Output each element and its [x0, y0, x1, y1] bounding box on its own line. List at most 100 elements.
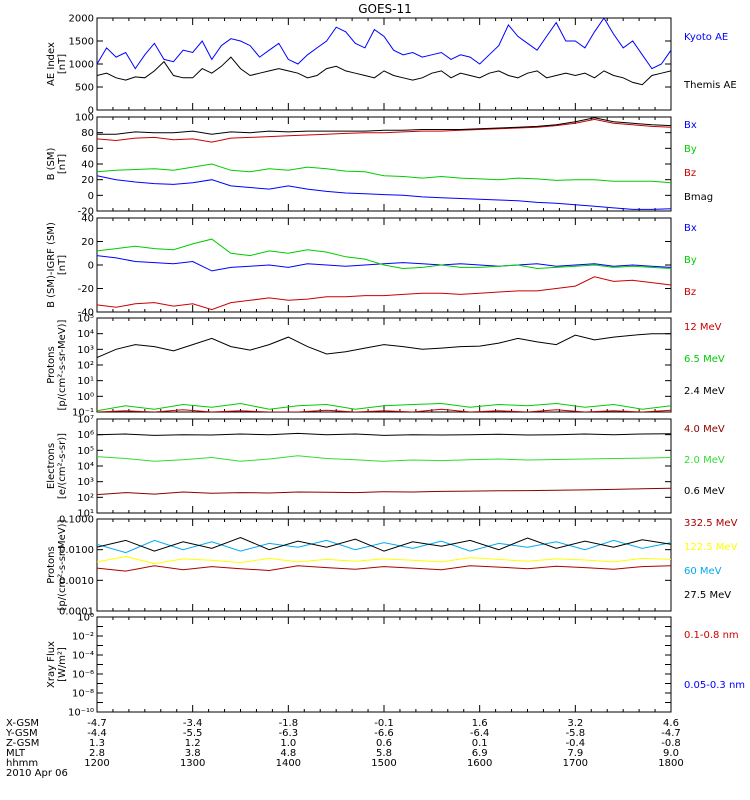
series-line-27-5-mev [97, 536, 671, 552]
y-tick-label: 10³ [77, 345, 94, 356]
ephemeris-row-label: hhmm [6, 758, 38, 769]
series-line-2-4-mev [97, 333, 671, 358]
legend-entry: By [684, 255, 697, 266]
legend-entry: 2.0 MeV [684, 455, 725, 466]
y-axis-label: [p/(cm²-s-sr-MeV)] [57, 319, 68, 410]
ephemeris-value: 3.8 [185, 748, 201, 759]
y-tick-label: 20 [81, 175, 94, 186]
y-axis-label: [nT] [57, 54, 68, 74]
legend-entry: 12 MeV [684, 322, 722, 333]
ephemeris-value: 5.8 [376, 748, 392, 759]
series-line-by [97, 163, 671, 184]
y-tick-label: 10⁻¹ [72, 408, 94, 419]
legend-entry: Bz [684, 168, 696, 179]
series-line-2-0-mev [97, 455, 671, 462]
ephemeris-value: 9.0 [663, 748, 679, 759]
plot-frame [96, 518, 672, 612]
panel-protons-low: 10⁻¹ 10⁰ 10¹ 10² 10³ 10⁴ 10⁵ Protons [p/(cm²-s-s… [46, 314, 725, 419]
ephemeris-value: 1700 [563, 758, 588, 769]
y-tick-label: 10⁶ [77, 430, 94, 441]
plot-frame [96, 116, 672, 212]
ephemeris-value: 0.1 [472, 738, 488, 749]
y-tick-label: 1000 [69, 60, 94, 71]
y-axis-label: Electrons [46, 443, 57, 489]
y-axis-label: [p/(cm²-s-sr-MeV)] [57, 519, 68, 610]
y-axis-label: B (SM)-IGRF (SM) [46, 222, 57, 308]
y-tick-label: 0 [88, 191, 94, 202]
legend-entry: 0.1-0.8 nm [684, 630, 739, 641]
plot-frame [96, 317, 672, 413]
ephemeris-row-label: Y-GSM [5, 728, 38, 739]
series-line-4-0-mev [97, 487, 671, 496]
panel-bdiff: -40 -20 0 20 40 B (SM)-IGRF (SM) [nT] Bx By Bz [46, 214, 697, 319]
series-line-bz [97, 276, 671, 311]
y-tick-label: 0.1000 [59, 515, 94, 526]
y-tick-label: 20 [81, 237, 94, 248]
y-axis-label: Protons [46, 546, 57, 583]
y-tick-label: 10⁴ [77, 329, 94, 340]
ephemeris-value: -5.5 [183, 728, 203, 739]
ephemeris-value: 1.3 [89, 738, 105, 749]
plot-frame [96, 616, 672, 713]
y-tick-label: -40 [78, 308, 94, 319]
y-tick-label: 10⁰ [77, 392, 94, 403]
legend-entry: Bx [684, 223, 697, 234]
legend-entry: 6.5 MeV [684, 354, 725, 365]
legend-entry: Bmag [684, 192, 713, 203]
y-tick-label: -20 [78, 284, 94, 295]
legend-entry: 27.5 MeV [684, 590, 731, 601]
legend-entry: 2.4 MeV [684, 386, 725, 397]
y-tick-label: 10⁻² [72, 632, 94, 643]
y-tick-label: 10¹ [77, 376, 94, 387]
y-tick-label: 10⁰ [77, 613, 94, 624]
ephemeris-value: -6.3 [279, 728, 299, 739]
series-line-332-5-mev [97, 565, 671, 572]
ephemeris-table: X-GSMY-GSMZ-GSMMLThhmm-4.7-4.41.32.81200… [5, 718, 684, 769]
y-tick-label: 10⁻⁸ [72, 689, 94, 700]
y-tick-label: 10¹ [77, 509, 94, 520]
ephemeris-value: -4.7 [87, 718, 107, 729]
ephemeris-value: 6.9 [472, 748, 488, 759]
series-line-themis-ae [97, 56, 671, 86]
y-tick-label: 40 [81, 214, 94, 225]
series-line-bmag [97, 117, 671, 135]
panel-electrons: 10¹ 10² 10³ 10⁴ 10⁵ 10⁶ 10⁷ Electrons [e/(cm²-s-… [46, 415, 725, 520]
y-tick-label: 1500 [69, 37, 94, 48]
y-axis-label: Protons [46, 346, 57, 383]
y-axis-label: [e/(cm²-s-sr)] [57, 433, 68, 499]
ephemeris-value: 1500 [371, 758, 396, 769]
ephemeris-value: -0.8 [661, 738, 681, 749]
y-tick-label: 10⁵ [77, 314, 94, 325]
ephemeris-value: 1800 [658, 758, 683, 769]
series-line-0-6-mev [97, 432, 671, 436]
ephemeris-value: -3.4 [183, 718, 203, 729]
ephemeris-row-label: MLT [6, 748, 26, 759]
y-tick-label: -20 [78, 207, 94, 218]
ephemeris-value: -0.1 [374, 718, 394, 729]
series-line-bz [97, 118, 671, 143]
ephemeris-value: -4.4 [87, 728, 107, 739]
ephemeris-value: -5.8 [566, 728, 586, 739]
ephemeris-value: 7.9 [567, 748, 583, 759]
ephemeris-value: 1.0 [280, 738, 296, 749]
legend-entry: By [684, 144, 697, 155]
ephemeris-value: 2.8 [89, 748, 105, 759]
series-line-bx [97, 175, 671, 210]
y-axis-label: B (SM) [46, 147, 57, 180]
ephemeris-value: 1400 [276, 758, 301, 769]
y-tick-label: 100 [75, 113, 94, 124]
series-line-60-mev [97, 539, 671, 554]
y-tick-label: 10⁷ [77, 415, 94, 426]
legend-entry: 332.5 MeV [684, 518, 738, 529]
y-tick-label: 80 [81, 128, 94, 139]
plot-frame [96, 418, 672, 514]
legend-entry: 60 MeV [684, 566, 722, 577]
ephemeris-value: 0.6 [376, 738, 392, 749]
panel-protons-high: 0.0001 0.0010 0.0100 0.1000 Protons [p/(cm²-s… [46, 515, 738, 618]
ephemeris-value: -4.7 [661, 728, 681, 739]
y-axis-label: AE Index [46, 42, 57, 86]
y-tick-label: 0 [88, 106, 94, 117]
legend-entry: 0.05-0.3 nm [684, 680, 745, 691]
panel-ae: 0 500 1000 1500 2000 AE Index [nT] Kyoto AE Them… [46, 14, 737, 117]
